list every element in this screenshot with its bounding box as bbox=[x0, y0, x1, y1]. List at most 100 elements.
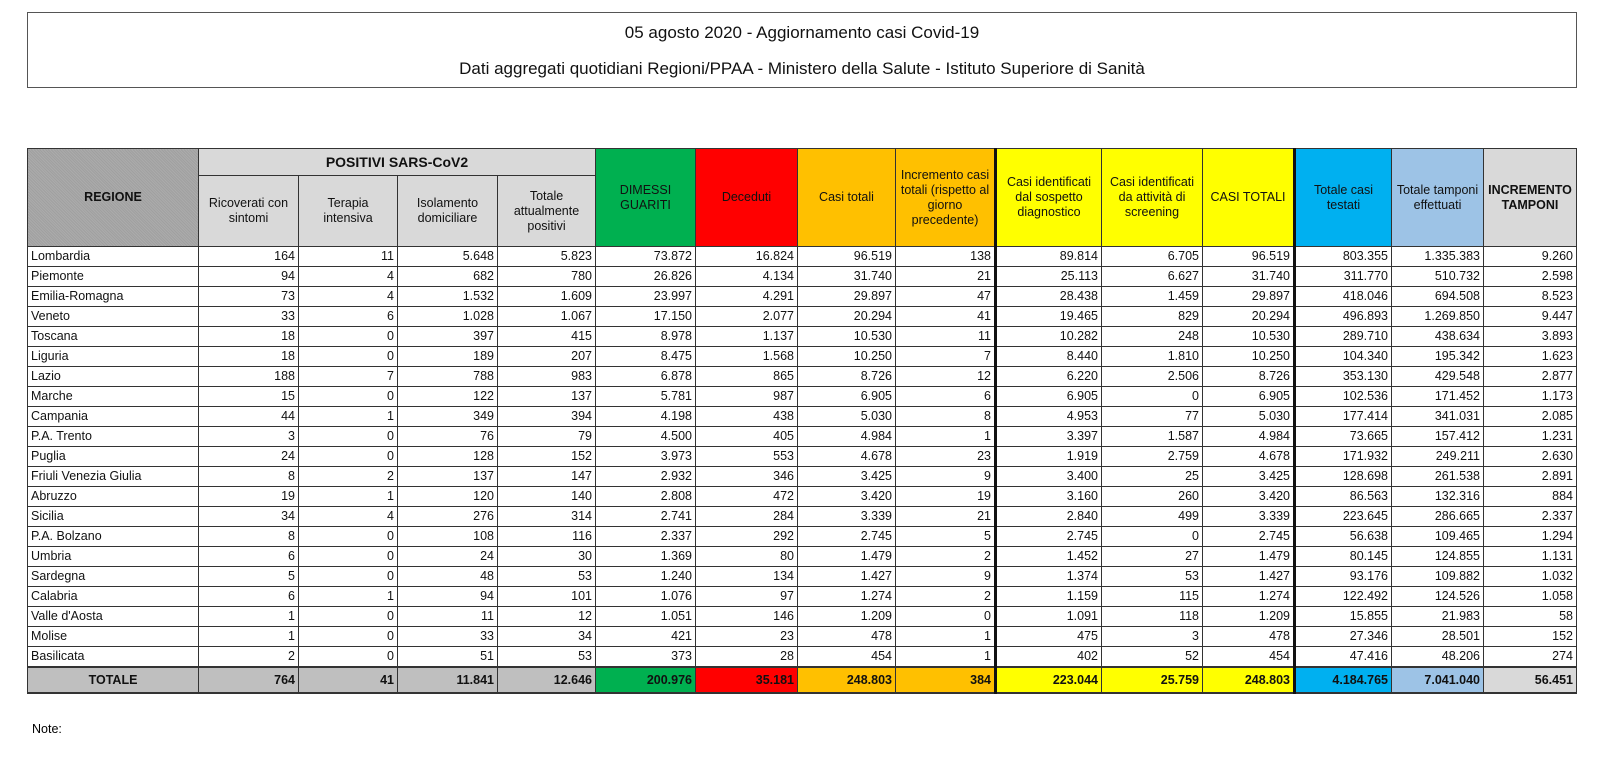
cell-value: 1 bbox=[298, 406, 398, 427]
cell-value: 80.145 bbox=[1293, 546, 1392, 567]
region-name: Sicilia bbox=[27, 506, 199, 527]
cell-value: 8 bbox=[895, 406, 996, 427]
cell-value: 25.113 bbox=[994, 266, 1102, 287]
cell-value: 553 bbox=[695, 446, 798, 467]
cell-value: 200.976 bbox=[595, 666, 696, 694]
cell-value: 11.841 bbox=[397, 666, 498, 694]
cell-value: 25.759 bbox=[1101, 666, 1203, 694]
cell-value: 21.983 bbox=[1391, 606, 1484, 627]
cell-value: 3.425 bbox=[1202, 466, 1295, 487]
cell-value: 17.150 bbox=[595, 306, 696, 327]
cell-value: 19 bbox=[895, 486, 996, 507]
table-row: Abruzzo 19 1 120 140 2.808 472 3.420 19 3.160 260 3… bbox=[27, 486, 1577, 507]
cell-value: 10.282 bbox=[994, 326, 1102, 347]
cell-value: 27.346 bbox=[1293, 626, 1392, 647]
cell-value: 0 bbox=[298, 526, 398, 547]
table-row: Marche 15 0 122 137 5.781 987 6.905 6 6.905 0 6.905… bbox=[27, 386, 1577, 407]
table-row: P.A. Trento 3 0 76 79 4.500 405 4.984 1 3.397 1.58… bbox=[27, 426, 1577, 447]
covid-regional-table: REGIONE POSITIVI SARS-CoV2 DIMESSI GUARITI… bbox=[27, 148, 1577, 694]
cell-value: 6 bbox=[298, 306, 398, 327]
cell-value: 152 bbox=[497, 446, 596, 467]
cell-value: 3.973 bbox=[595, 446, 696, 467]
cell-value: 20.294 bbox=[797, 306, 896, 327]
column-header: Totale attualmente positivi bbox=[497, 175, 596, 247]
cell-value: 1.427 bbox=[797, 566, 896, 587]
cell-value: 349 bbox=[397, 406, 498, 427]
cell-value: 5.781 bbox=[595, 386, 696, 407]
cell-value: 0 bbox=[298, 546, 398, 567]
cell-value: 18 bbox=[198, 326, 299, 347]
cell-value: 31.740 bbox=[797, 266, 896, 287]
cell-value: 865 bbox=[695, 366, 798, 387]
cell-value: 6.878 bbox=[595, 366, 696, 387]
cell-value: 195.342 bbox=[1391, 346, 1484, 367]
region-name: Campania bbox=[27, 406, 199, 427]
cell-value: 2.759 bbox=[1101, 446, 1203, 467]
cell-value: 274 bbox=[1483, 646, 1577, 668]
cell-value: 0 bbox=[298, 426, 398, 447]
region-name: Basilicata bbox=[27, 646, 199, 668]
table-row: Veneto 33 6 1.028 1.067 17.150 2.077 20.294 41 19… bbox=[27, 306, 1577, 327]
cell-value: 1.159 bbox=[994, 586, 1102, 607]
cell-value: 803.355 bbox=[1293, 246, 1392, 267]
cell-value: 24 bbox=[198, 446, 299, 467]
cell-value: 1.209 bbox=[797, 606, 896, 627]
cell-value: 1.173 bbox=[1483, 386, 1577, 407]
cell-value: 2.808 bbox=[595, 486, 696, 507]
cell-value: 2.630 bbox=[1483, 446, 1577, 467]
cell-value: 24 bbox=[397, 546, 498, 567]
cell-value: 76 bbox=[397, 426, 498, 447]
column-header: DIMESSI GUARITI bbox=[595, 148, 696, 247]
cell-value: 6.905 bbox=[994, 386, 1102, 407]
table-row: Emilia-Romagna 73 4 1.532 1.609 23.997 4.291 29… bbox=[27, 286, 1577, 307]
cell-value: 8.978 bbox=[595, 326, 696, 347]
cell-value: 1.810 bbox=[1101, 346, 1203, 367]
table-row: Sardegna 5 0 48 53 1.240 134 1.427 9 1.374 53 1.427… bbox=[27, 566, 1577, 587]
cell-value: 314 bbox=[497, 506, 596, 527]
cell-value: 10.250 bbox=[797, 346, 896, 367]
cell-value: 52 bbox=[1101, 646, 1203, 668]
cell-value: 1.274 bbox=[1202, 586, 1295, 607]
cell-value: 4.134 bbox=[695, 266, 798, 287]
cell-value: 116 bbox=[497, 526, 596, 547]
cell-value: 4.198 bbox=[595, 406, 696, 427]
cell-value: 478 bbox=[1202, 626, 1295, 647]
cell-value: 223.645 bbox=[1293, 506, 1392, 527]
cell-value: 8 bbox=[198, 466, 299, 487]
cell-value: 53 bbox=[1101, 566, 1203, 587]
report-subtitle: Dati aggregati quotidiani Regioni/PPAA -… bbox=[459, 59, 1145, 78]
cell-value: 1.568 bbox=[695, 346, 798, 367]
column-header: Totale tamponi effettuati bbox=[1391, 148, 1484, 247]
cell-value: 8.475 bbox=[595, 346, 696, 367]
cell-value: 341.031 bbox=[1391, 406, 1484, 427]
cell-value: 109.465 bbox=[1391, 526, 1484, 547]
cell-value: 97 bbox=[695, 586, 798, 607]
cell-value: 0 bbox=[1101, 526, 1203, 547]
cell-value: 1.051 bbox=[595, 606, 696, 627]
cell-value: 346 bbox=[695, 466, 798, 487]
cell-value: 109.882 bbox=[1391, 566, 1484, 587]
cell-value: 8.523 bbox=[1483, 286, 1577, 307]
cell-value: 96.519 bbox=[1202, 246, 1295, 267]
cell-value: 137 bbox=[497, 386, 596, 407]
cell-value: 6.905 bbox=[797, 386, 896, 407]
cell-value: 0 bbox=[298, 326, 398, 347]
cell-value: 1.532 bbox=[397, 286, 498, 307]
cell-value: 140 bbox=[497, 486, 596, 507]
cell-value: 15.855 bbox=[1293, 606, 1392, 627]
cell-value: 115 bbox=[1101, 586, 1203, 607]
cell-value: 146 bbox=[695, 606, 798, 627]
cell-value: 20.294 bbox=[1202, 306, 1295, 327]
cell-value: 1 bbox=[198, 606, 299, 627]
cell-value: 73.665 bbox=[1293, 426, 1392, 447]
table-row: Valle d'Aosta 1 0 11 12 1.051 146 1.209 0 1.091 11… bbox=[27, 606, 1577, 627]
region-name: Lombardia bbox=[27, 246, 199, 267]
cell-value: 29.897 bbox=[1202, 286, 1295, 307]
cell-value: 311.770 bbox=[1293, 266, 1392, 287]
cell-value: 0 bbox=[298, 446, 398, 467]
cell-value: 34 bbox=[497, 626, 596, 647]
region-name: Friuli Venezia Giulia bbox=[27, 466, 199, 487]
region-name: Lazio bbox=[27, 366, 199, 387]
table-row: Molise 1 0 33 34 421 23 478 1 475 3 478 27.346 28.501… bbox=[27, 626, 1577, 647]
cell-value: 94 bbox=[397, 586, 498, 607]
